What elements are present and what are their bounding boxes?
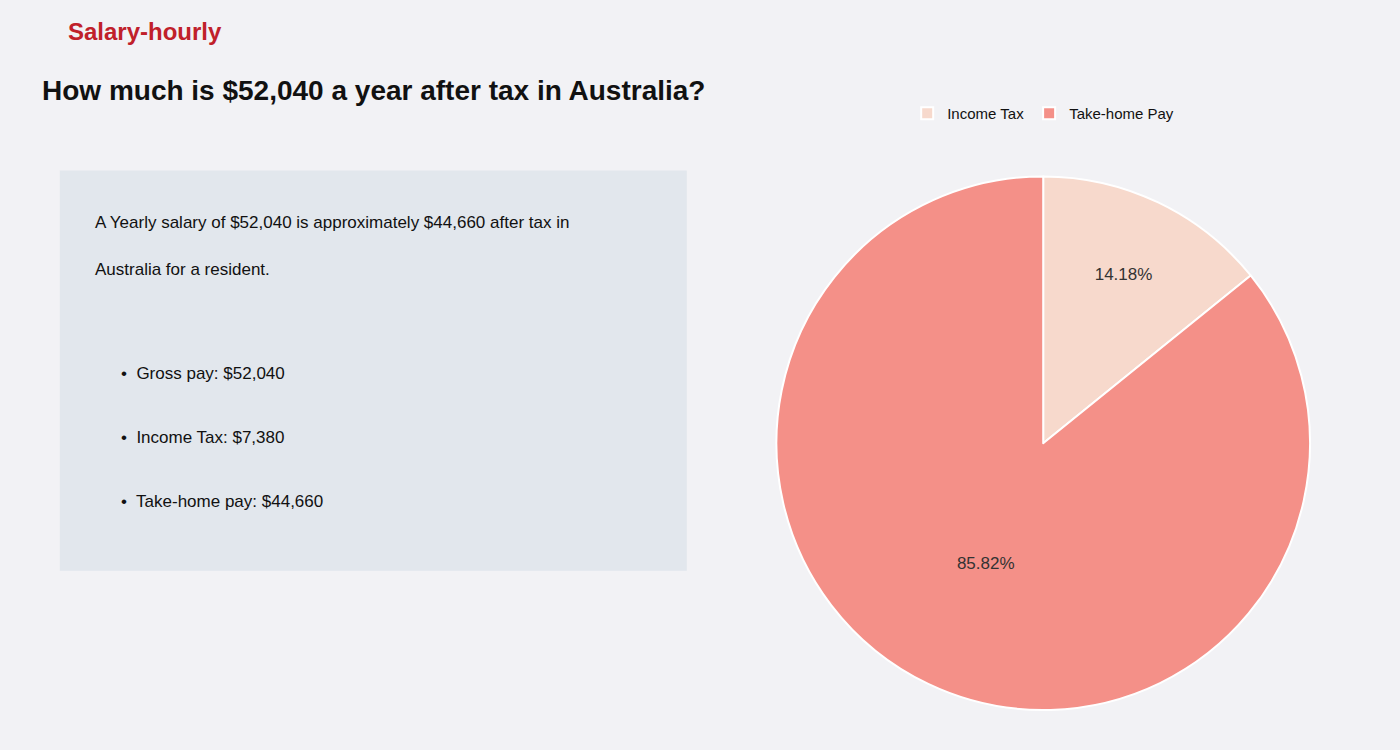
svg-text:• Take-home pay: $44,660: • Take-home pay: $44,660 — [121, 492, 323, 511]
svg-text:• Gross pay: $52,040: • Gross pay: $52,040 — [121, 364, 285, 383]
svg-text:How much is $52,040 a year aft: How much is $52,040 a year after tax in … — [42, 75, 705, 106]
svg-text:14.18%: 14.18% — [1095, 265, 1153, 284]
svg-text:Australia for a resident.: Australia for a resident. — [95, 260, 270, 279]
svg-text:Take-home Pay: Take-home Pay — [1069, 105, 1174, 122]
svg-text:• Income Tax: $7,380: • Income Tax: $7,380 — [121, 428, 284, 447]
svg-text:Income Tax: Income Tax — [947, 105, 1024, 122]
svg-text:Salary-hourly: Salary-hourly — [68, 18, 222, 45]
svg-text:A Yearly salary of $52,040 is: A Yearly salary of $52,040 is approximat… — [95, 213, 569, 232]
svg-text:85.82%: 85.82% — [957, 554, 1015, 573]
